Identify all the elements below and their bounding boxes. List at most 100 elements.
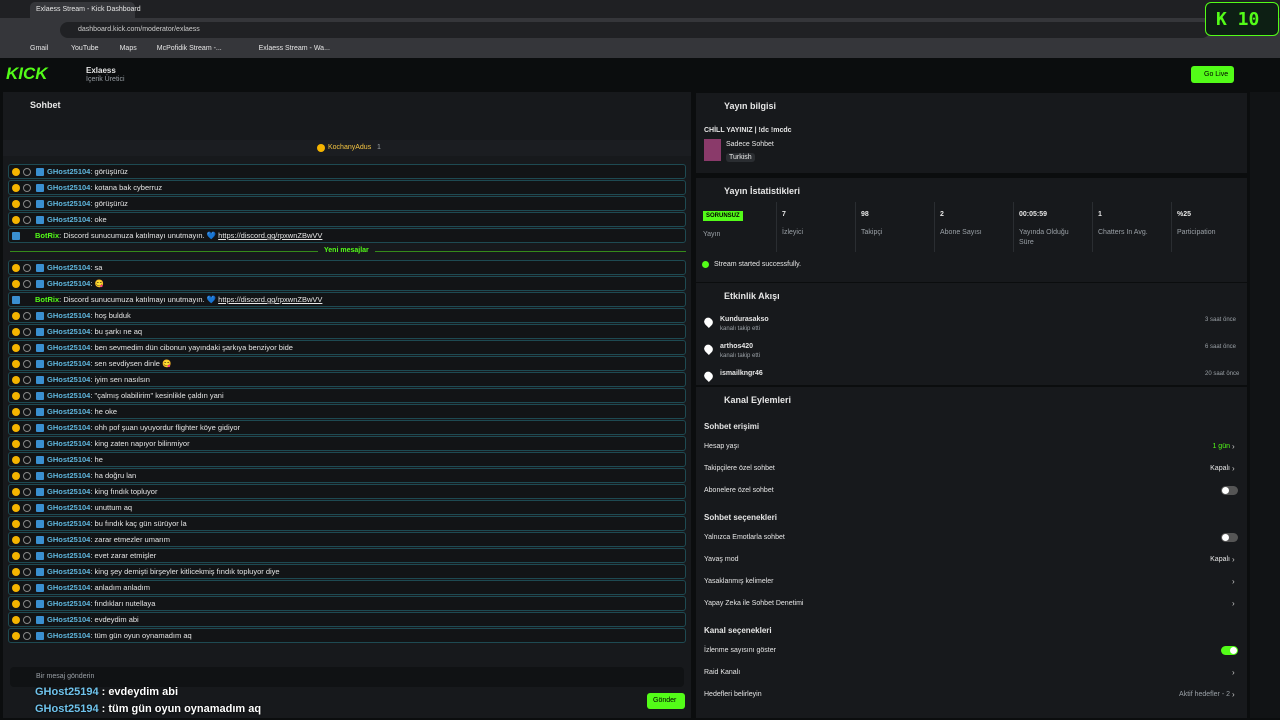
link[interactable]: https://discord.gg/rpxwnZBwVV: [218, 295, 323, 304]
badge: [36, 279, 44, 288]
chat-message[interactable]: BotRix: Discord sunucumuza katılmayı unu…: [8, 228, 686, 243]
badge: [36, 599, 44, 608]
tab[interactable]: Exlaess Stream - Kick Dashboard: [30, 2, 141, 18]
go-live-label: Go Live: [1204, 71, 1229, 78]
username: GHost25104: [47, 503, 91, 512]
setting-label: Hedefleri belirleyin: [704, 691, 762, 698]
setting-label: Hesap yaşı: [704, 443, 740, 450]
badge: [12, 391, 20, 400]
message-text: GHost25104: ohh pof şuan uyuyordur fligh…: [47, 421, 240, 434]
badge: [12, 423, 20, 432]
message-text: GHost25104: kotana bak cyberruz: [47, 181, 162, 194]
toggle[interactable]: [1221, 486, 1238, 495]
stat-value: 98: [861, 211, 869, 218]
go-live-button[interactable]: Go Live: [1191, 66, 1234, 83]
chat-message[interactable]: GHost25104: iyim sen nasılsın: [8, 372, 686, 387]
chat-message[interactable]: GHost25104: görüşürüz: [8, 164, 686, 179]
username: GHost25104: [47, 263, 91, 272]
badge: [23, 359, 31, 368]
message: : evdeydim abi: [101, 686, 179, 698]
badge: [23, 279, 31, 288]
chat-message[interactable]: GHost25104: evdeydim abi: [8, 612, 686, 627]
chat-message[interactable]: GHost25104: bu fındık kaç gün sürüyor la: [8, 516, 686, 531]
event-action: kanalı takip etti: [720, 326, 761, 332]
message: : görüşürüz: [90, 199, 128, 208]
badge: [12, 535, 20, 544]
chat-message[interactable]: GHost25104: oke: [8, 212, 686, 227]
chat-message[interactable]: GHost25104: ohh pof şuan uyuyordur fligh…: [8, 420, 686, 435]
chat-message[interactable]: GHost25104: unuttum aq: [8, 500, 686, 515]
address-bar[interactable]: dashboard.kick.com/moderator/exlaess: [60, 22, 1210, 38]
badge: [12, 375, 20, 384]
username: GHost25104: [47, 167, 91, 176]
badge: [23, 375, 31, 384]
chat-message[interactable]: GHost25104: fındıkları nutellaya: [8, 596, 686, 611]
badge: [36, 311, 44, 320]
message-text: GHost25104: he: [47, 453, 103, 466]
username: GHost25194: [35, 703, 99, 715]
chat-message[interactable]: BotRix: Discord sunucumuza katılmayı unu…: [8, 292, 686, 307]
chat-message[interactable]: GHost25104: bu şarkı ne aq: [8, 324, 686, 339]
pinned-count: 1: [377, 144, 381, 151]
chat-message[interactable]: GHost25104: sa: [8, 260, 686, 275]
badge: [36, 407, 44, 416]
badge: [12, 519, 20, 528]
toggle[interactable]: [1221, 646, 1238, 655]
chat-message[interactable]: GHost25104: 😋: [8, 276, 686, 291]
chat-message[interactable]: GHost25104: anladım anladım: [8, 580, 686, 595]
message-text: GHost25104: 😋: [47, 277, 104, 290]
badge: [23, 631, 31, 640]
username: GHost25104: [47, 487, 91, 496]
badge: [12, 631, 20, 640]
chat-message[interactable]: GHost25104: hoş bulduk: [8, 308, 686, 323]
badge: [36, 183, 44, 192]
chat-message[interactable]: GHost25104: evet zarar etmişler: [8, 548, 686, 563]
username: GHost25104: [47, 455, 91, 464]
chevron: ›: [1232, 555, 1235, 564]
chat-message[interactable]: GHost25104: kotana bak cyberruz: [8, 180, 686, 195]
message: : oke: [90, 215, 107, 224]
message-text: GHost25104: unuttum aq: [47, 501, 132, 514]
chat-message[interactable]: GHost25104: king şey demişti birşeyler k…: [8, 564, 686, 579]
chat-message[interactable]: GHost25104: tüm gün oyun oynamadım aq: [8, 628, 686, 643]
chat-message[interactable]: GHost25104: he oke: [8, 404, 686, 419]
chat-message[interactable]: GHost25104: ben sevmedim dün cibonun yay…: [8, 340, 686, 355]
message-text: GHost25104: evet zarar etmişler: [47, 549, 156, 562]
event-time: 20 saat önce: [1205, 371, 1240, 377]
message-text: GHost25104: görüşürüz: [47, 165, 128, 178]
badge: [12, 567, 20, 576]
link[interactable]: https://discord.gg/rpxwnZBwVV: [218, 231, 323, 240]
chat-message[interactable]: GHost25104: sen sevdiysen dinle 😋: [8, 356, 686, 371]
message-text: BotRix: Discord sunucumuza katılmayı unu…: [35, 293, 322, 306]
message-text: GHost25104: he oke: [47, 405, 117, 418]
chat-message[interactable]: GHost25104: ha doğru lan: [8, 468, 686, 483]
badge: [23, 535, 31, 544]
chat-message[interactable]: GHost25104: görüşürüz: [8, 196, 686, 211]
stat-value: 2: [940, 211, 944, 218]
logo[interactable]: KICK: [6, 64, 48, 83]
username: GHost25104: [47, 423, 91, 432]
tab-title: Exlaess Stream - Kick Dashboard: [36, 6, 141, 13]
chat-message[interactable]: GHost25104: king fındık topluyor: [8, 484, 686, 499]
username: GHost25104: [47, 279, 91, 288]
url: dashboard.kick.com/moderator/exlaess: [78, 26, 200, 33]
badge: [12, 359, 20, 368]
chat-message[interactable]: GHost25104: he: [8, 452, 686, 467]
message: : anladım anladım: [90, 583, 150, 592]
username: BotRix: [35, 295, 60, 304]
badge: [23, 503, 31, 512]
setting-value: Aktif hedefler - 2: [1179, 691, 1230, 698]
message: : bu fındık kaç gün sürüyor la: [90, 519, 187, 528]
toggle[interactable]: [1221, 533, 1238, 542]
chat-message[interactable]: GHost25104: "çalmış olabilirim" kesinlik…: [8, 388, 686, 403]
stat-divider: [855, 202, 856, 252]
badge: [12, 183, 20, 192]
message: : kotana bak cyberruz: [90, 183, 163, 192]
chat-input[interactable]: Bir mesaj gönderin: [10, 667, 684, 687]
chat-message[interactable]: GHost25104: king zaten napıyor bilinmiyo…: [8, 436, 686, 451]
badge: [36, 343, 44, 352]
send-button[interactable]: Gönder: [647, 693, 685, 709]
chat-message[interactable]: GHost25104: zarar etmezler umarım: [8, 532, 686, 547]
username: GHost25104: [47, 183, 91, 192]
badge: [12, 551, 20, 560]
